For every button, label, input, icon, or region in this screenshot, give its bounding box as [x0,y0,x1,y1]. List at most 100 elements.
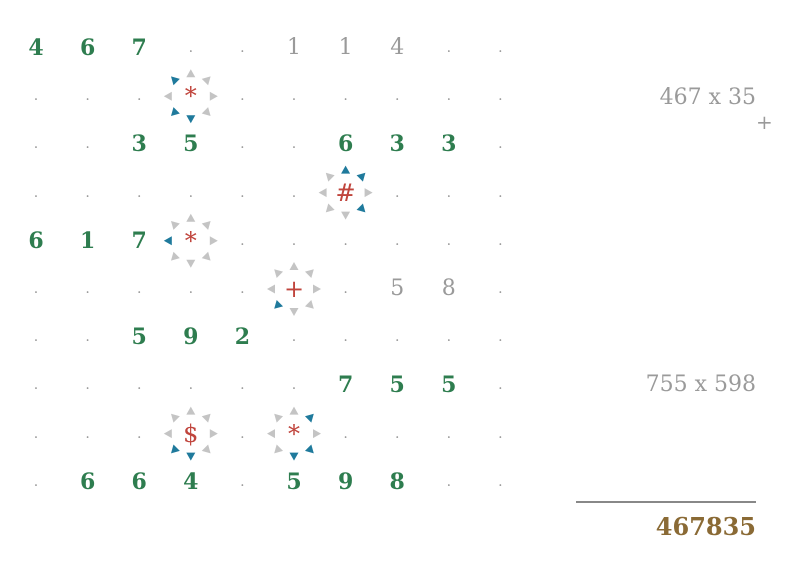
multiply-operator[interactable]: * [184,82,197,111]
digit-cell: 5 [390,276,405,301]
digit-cell: 1 [79,227,96,254]
digit-cell: 3 [131,131,147,158]
empty-cell: . [446,425,452,442]
empty-cell: . [240,40,245,56]
empty-cell: . [240,88,245,105]
empty-cell: . [136,281,142,297]
digit-cell: 7 [131,227,147,254]
arrow-se-icon [201,251,211,261]
hash-operator[interactable]: # [335,178,356,207]
empty-cell: . [240,136,245,153]
plus-operator[interactable]: + [283,275,305,303]
arrow-sw-icon [274,299,284,309]
empty-cell: . [498,377,503,394]
digit-cell: 4 [28,35,44,61]
empty-cell: . [446,40,452,56]
empty-cell: . [394,329,400,346]
arrow-ne-icon [304,269,314,279]
empty-cell: . [498,473,503,490]
arrow-e-icon [209,429,218,439]
arrow-ne-icon [356,172,366,182]
digit-cell: 5 [131,324,147,351]
sum-divider-line [576,501,756,503]
empty-cell: . [136,184,142,201]
empty-cell: . [446,88,452,105]
arrow-w-icon [163,91,172,101]
empty-cell: . [33,136,39,153]
arrow-n-icon [289,406,299,415]
arrow-e-icon [209,91,218,101]
product-label-1: 467 x 35 [659,85,756,110]
arrow-nw-icon [171,76,180,86]
multiply-operator[interactable]: * [184,226,197,255]
arrow-sw-icon [171,107,180,116]
empty-cell: . [291,184,297,201]
digit-cell: 8 [441,276,456,301]
empty-cell: . [394,425,400,442]
arrow-e-icon [313,429,321,439]
empty-cell: . [33,473,39,490]
empty-cell: . [188,377,194,394]
arrow-w-icon [267,284,275,294]
empty-cell: . [85,425,90,442]
digit-cell: 3 [389,131,405,158]
empty-cell: . [33,377,39,394]
empty-cell: . [446,473,452,490]
empty-cell: . [343,425,348,442]
arrow-e-icon [209,236,218,246]
arrow-w-icon [267,429,275,439]
digit-cell: 9 [183,324,199,351]
empty-cell: . [291,136,297,153]
empty-cell: . [85,136,90,153]
arrow-n-icon [186,69,196,78]
digit-cell: 9 [337,468,354,495]
empty-cell: . [136,425,142,442]
dollar-operator[interactable]: $ [183,419,199,448]
digit-cell: 3 [441,131,457,158]
empty-cell: . [498,136,503,153]
empty-cell: . [85,377,90,394]
empty-cell: . [394,184,400,201]
empty-cell: . [343,88,348,105]
empty-cell: . [240,377,245,394]
arrow-s-icon [341,211,351,220]
empty-cell: . [240,232,245,249]
empty-cell: . [188,40,194,56]
arrow-se-icon [356,203,366,213]
empty-cell: . [85,88,90,105]
empty-cell: . [291,329,297,346]
arrow-sw-icon [171,444,180,454]
empty-cell: . [446,184,452,201]
empty-cell: . [240,473,245,490]
arrow-w-icon [318,188,327,198]
arrow-s-icon [186,115,196,124]
empty-cell: . [394,88,400,105]
arrow-s-icon [289,308,299,316]
empty-cell: . [343,232,348,249]
arrow-e-icon [364,188,373,198]
arrow-ne-icon [201,76,211,86]
empty-cell: . [188,184,194,201]
arrow-nw-icon [274,269,284,279]
arrow-ne-icon [201,221,211,230]
empty-cell: . [240,281,245,297]
empty-cell: . [33,329,39,346]
digit-cell: 5 [441,372,457,399]
empty-cell: . [498,184,503,201]
digit-cell: 6 [337,131,354,158]
empty-cell: . [85,184,90,201]
empty-cell: . [343,281,348,297]
arrow-nw-icon [274,413,284,423]
arrow-n-icon [289,262,299,270]
empty-cell: . [291,232,297,249]
digit-cell: 4 [390,35,405,60]
arrow-se-icon [304,299,314,309]
arrow-s-icon [186,452,196,461]
multiply-operator[interactable]: * [288,419,300,448]
arrow-n-icon [186,213,196,222]
digit-cell: 1 [338,35,353,60]
empty-cell: . [446,232,452,249]
digit-cell: 7 [131,35,147,61]
empty-cell: . [498,425,503,442]
arrow-w-icon [163,429,172,439]
